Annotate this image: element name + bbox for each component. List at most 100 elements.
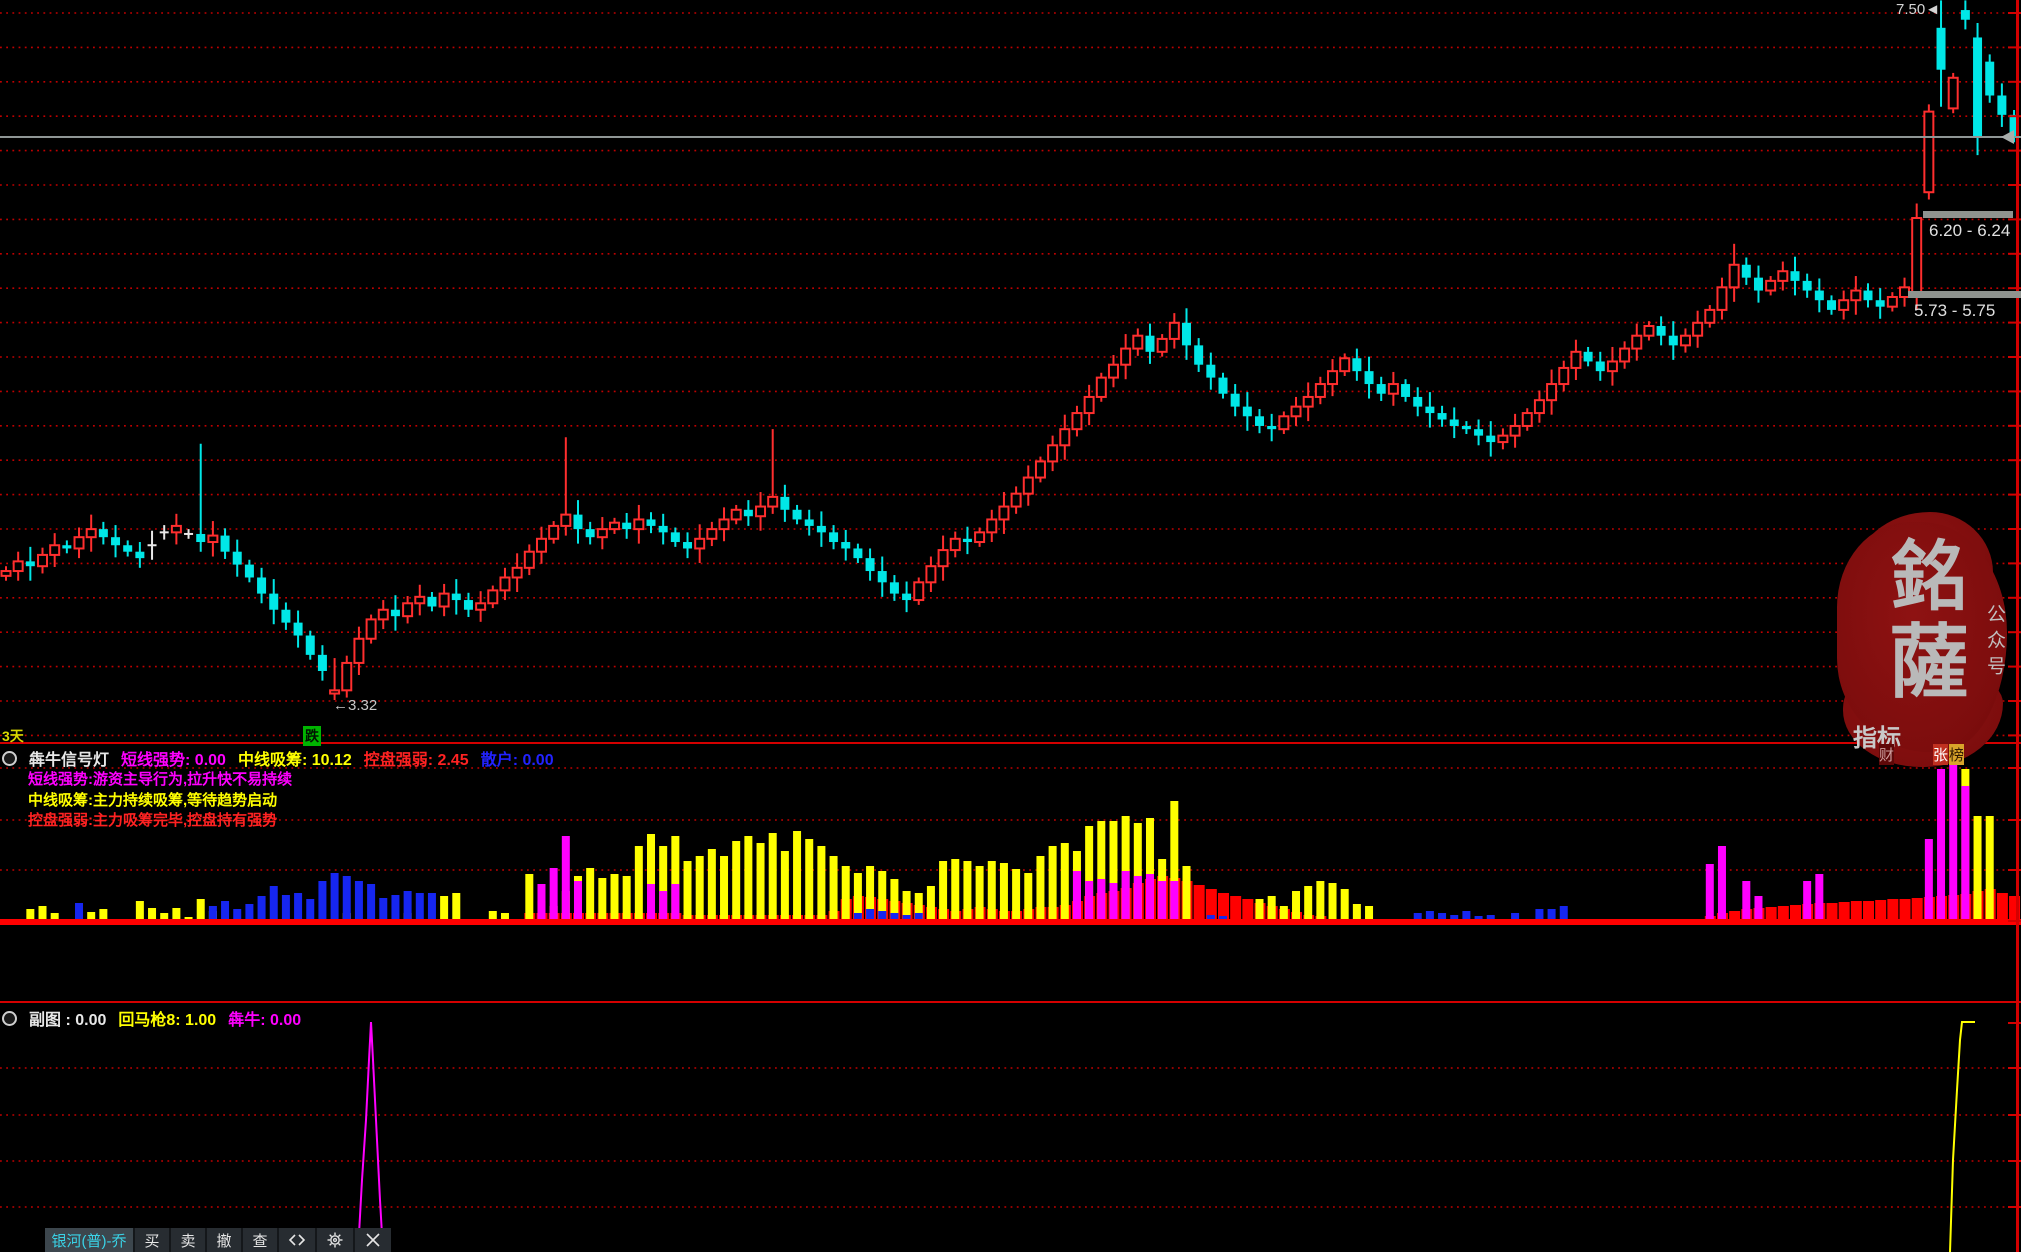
midterm-accumulate-bar <box>951 859 960 921</box>
midterm-accumulate-bar <box>1365 906 1374 921</box>
bearish-candle <box>1401 384 1411 397</box>
midterm-accumulate-bar <box>902 891 911 921</box>
bearish-candle <box>1827 300 1836 310</box>
taskbar-buy-button[interactable]: 买 <box>135 1228 169 1252</box>
shortterm-strength-bar <box>1803 881 1812 921</box>
bullish-candle <box>596 528 608 539</box>
bullish-candle <box>1728 263 1740 289</box>
midterm-accumulate-bar <box>172 908 181 921</box>
midterm-accumulate-bar <box>1012 869 1021 921</box>
price-top-label: 7.50◄ <box>1896 1 1941 18</box>
taskbar-settings-button[interactable] <box>317 1228 353 1252</box>
control-strength-bar <box>1218 893 1229 921</box>
midterm-accumulate-bar <box>768 833 777 921</box>
bullish-candle <box>1692 321 1704 337</box>
bullish-candle <box>1546 383 1558 402</box>
bullish-candle <box>609 521 620 531</box>
midterm-accumulate-bar <box>756 843 765 921</box>
retail-bar <box>866 909 875 921</box>
shortterm-strength-bar <box>671 884 680 921</box>
midterm-accumulate-bar <box>452 893 461 921</box>
midterm-accumulate-bar <box>817 846 826 921</box>
shortterm-strength-bar <box>1158 881 1167 921</box>
bearish-candle <box>1936 27 1946 70</box>
bearish-candle <box>1474 429 1484 436</box>
midterm-accumulate-bar <box>1304 886 1313 921</box>
taskbar-sell-button[interactable]: 卖 <box>171 1228 205 1252</box>
bullish-candle <box>207 534 219 544</box>
bullish-candle <box>1570 350 1582 369</box>
days-badge: 3天 <box>2 728 24 744</box>
bearish-candle <box>804 519 814 526</box>
midterm-accumulate-bar <box>1145 818 1154 921</box>
retail-bar <box>1413 913 1422 921</box>
bearish-candle <box>865 558 875 572</box>
sub-panel-title[interactable]: 副图 : 0.00 回马枪8: 1.00 犇牛: 0.00 <box>2 1006 301 1030</box>
control-strength-bar <box>1193 885 1205 921</box>
bearish-candle <box>1790 271 1800 281</box>
bullish-candle <box>487 589 499 605</box>
bullish-candle <box>85 528 97 539</box>
indicator-field-control: 控盘强弱: 2.45 <box>363 752 469 769</box>
bullish-candle <box>377 608 389 621</box>
midterm-accumulate-bar <box>878 871 887 921</box>
bearish-candle <box>889 582 899 594</box>
bearish-candle <box>853 548 863 559</box>
taskbar-query-button[interactable]: 查 <box>243 1228 277 1252</box>
retail-bar <box>269 886 278 921</box>
control-strength-bar <box>1765 907 1777 921</box>
shortterm-strength-bar <box>1085 881 1094 921</box>
gap-zone-bar-1 <box>1923 211 2013 218</box>
panel-toggle-icon[interactable] <box>2 750 17 766</box>
bearish-candle <box>305 635 315 655</box>
shortterm-strength-bar <box>1754 896 1763 921</box>
bearish-candle <box>25 561 35 567</box>
midterm-accumulate-bar <box>634 846 643 921</box>
control-strength-bar <box>1838 902 1850 921</box>
midterm-accumulate-bar <box>160 913 169 921</box>
bearish-candle <box>841 542 851 549</box>
bullish-candle <box>1278 415 1290 431</box>
midterm-accumulate-bar <box>500 913 509 921</box>
control-strength-bar <box>1242 899 1254 921</box>
midterm-accumulate-bar <box>1352 904 1361 921</box>
midterm-accumulate-bar <box>525 874 534 921</box>
control-strength-bar <box>1729 911 1741 921</box>
control-strength-bar <box>1777 906 1789 921</box>
bullish-candle <box>1034 460 1046 479</box>
bullish-candle <box>913 581 925 602</box>
retail-bar <box>367 884 376 921</box>
taskbar-broker-tab[interactable]: 银河(普)-乔 <box>45 1228 133 1252</box>
midterm-accumulate-bar <box>720 856 729 921</box>
bearish-candle <box>1255 416 1265 426</box>
last-price-line <box>0 136 2021 138</box>
indicator-panel-title[interactable]: 犇牛信号灯 短线强势: 0.00 中线吸筹: 10.12 控盘强弱: 2.45 … <box>2 746 554 770</box>
panel-toggle-icon[interactable] <box>2 1010 17 1026</box>
bearish-candle <box>2009 114 2019 138</box>
bearish-candle <box>427 596 437 607</box>
midterm-accumulate-bar <box>38 906 47 921</box>
bearish-candle <box>62 545 72 549</box>
bearish-candle <box>1583 351 1593 362</box>
gap-zone-bar-2 <box>1908 291 2021 298</box>
retail-bar <box>1450 915 1459 921</box>
midterm-accumulate-bar <box>196 899 205 921</box>
midterm-accumulate-bar <box>440 896 449 921</box>
taskbar-expand-button[interactable] <box>279 1228 315 1252</box>
bullish-candle <box>755 505 767 518</box>
cancel-label: 撤 <box>216 1232 232 1250</box>
bearish-candle <box>1194 345 1204 365</box>
midterm-accumulate-bar <box>148 908 157 921</box>
bearish-candle <box>816 525 826 533</box>
bullish-candle <box>974 531 986 544</box>
bearish-candle <box>1960 10 1970 20</box>
indicator-title: 犇牛信号灯 <box>29 752 110 769</box>
taskbar-close-button[interactable] <box>355 1228 391 1252</box>
bullish-candle <box>1947 76 1959 110</box>
control-strength-bar <box>1996 893 2008 921</box>
shortterm-strength-bar <box>573 881 582 921</box>
taskbar-cancel-button[interactable]: 撤 <box>207 1228 241 1252</box>
bullish-candle <box>341 661 353 692</box>
